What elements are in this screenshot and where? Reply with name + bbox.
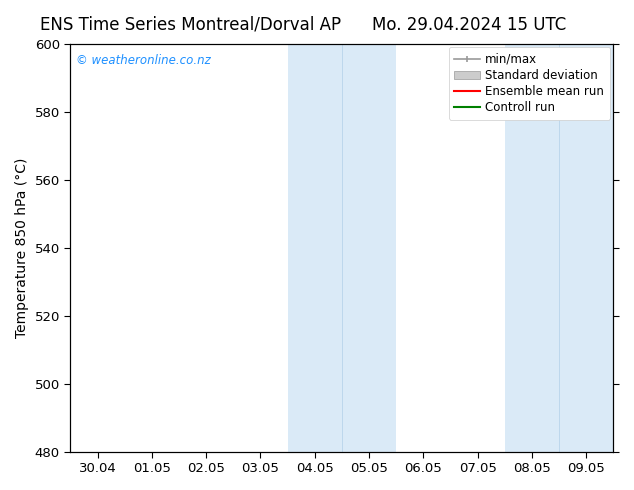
Bar bbox=[505, 44, 559, 452]
Bar bbox=[342, 44, 396, 452]
Text: ENS Time Series Montreal/Dorval AP: ENS Time Series Montreal/Dorval AP bbox=[40, 16, 340, 34]
Y-axis label: Temperature 850 hPa (°C): Temperature 850 hPa (°C) bbox=[15, 157, 29, 338]
Text: Mo. 29.04.2024 15 UTC: Mo. 29.04.2024 15 UTC bbox=[372, 16, 566, 34]
Bar bbox=[288, 44, 342, 452]
Text: © weatheronline.co.nz: © weatheronline.co.nz bbox=[76, 54, 210, 67]
Bar bbox=[559, 44, 614, 452]
Legend: min/max, Standard deviation, Ensemble mean run, Controll run: min/max, Standard deviation, Ensemble me… bbox=[448, 47, 610, 120]
